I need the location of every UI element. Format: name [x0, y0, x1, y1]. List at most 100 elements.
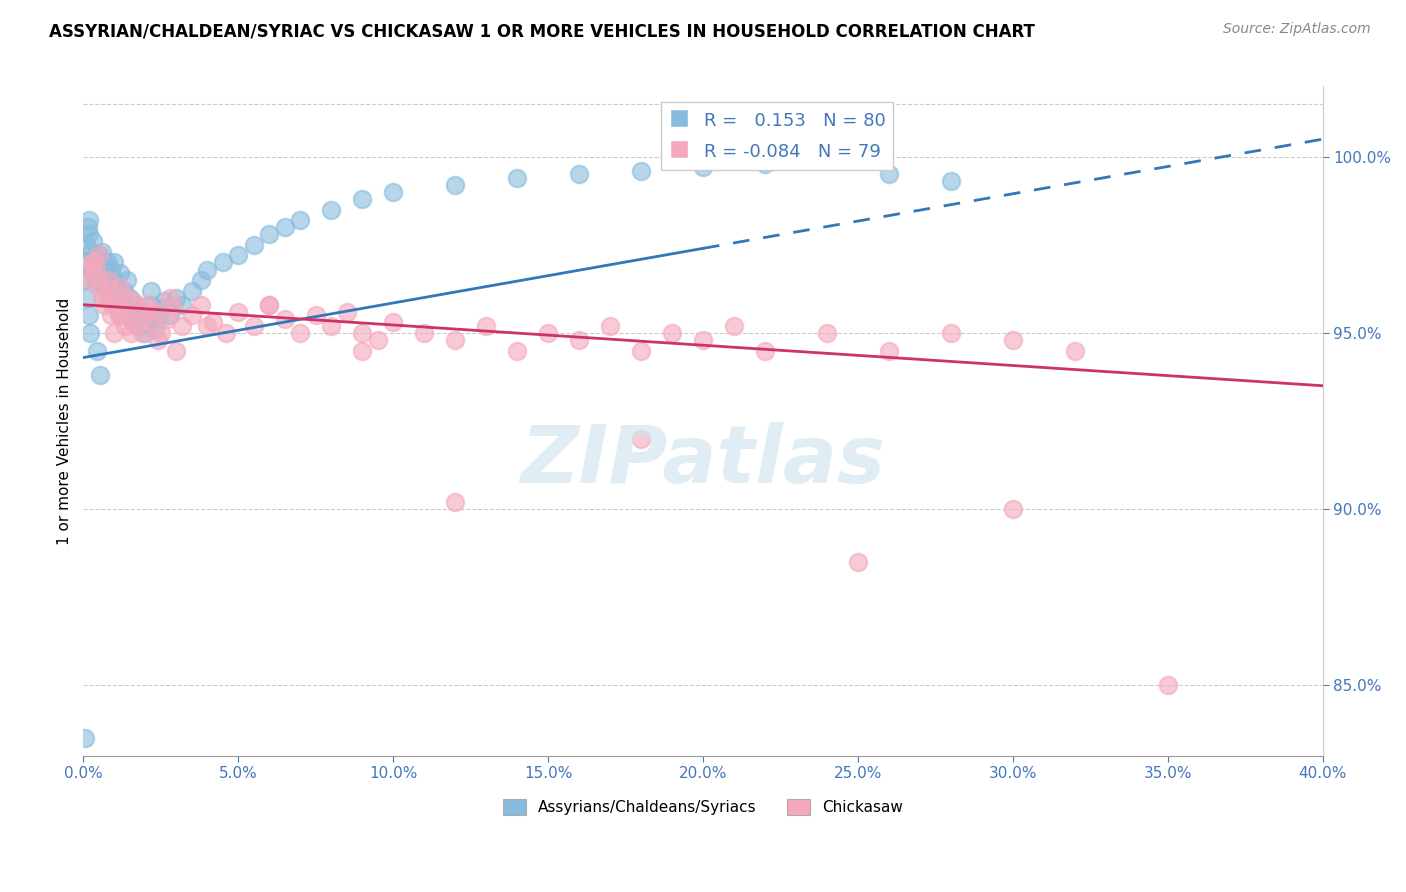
Point	[79, 213, 101, 227]
Point	[143, 305, 166, 319]
Point	[159, 291, 181, 305]
Point	[105, 280, 128, 294]
Point	[352, 343, 374, 358]
Point	[79, 273, 101, 287]
Point	[103, 255, 125, 269]
Point	[143, 322, 166, 336]
Point	[288, 326, 311, 340]
Point	[506, 343, 529, 358]
Text: Source: ZipAtlas.com: Source: ZipAtlas.com	[1223, 22, 1371, 37]
Point	[97, 273, 120, 287]
Point	[939, 174, 962, 188]
Point	[82, 235, 104, 249]
Point	[115, 291, 138, 305]
Point	[444, 333, 467, 347]
Point	[568, 333, 591, 347]
Point	[661, 326, 683, 340]
Point	[162, 301, 184, 316]
Point	[90, 259, 112, 273]
Point	[153, 294, 176, 309]
Point	[125, 318, 148, 333]
Point	[114, 318, 136, 333]
Point	[1063, 343, 1085, 358]
Point	[118, 301, 141, 316]
Point	[87, 248, 110, 262]
Point	[120, 326, 142, 340]
Point	[110, 308, 132, 322]
Point	[141, 284, 163, 298]
Point	[321, 318, 343, 333]
Point	[149, 326, 172, 340]
Point	[89, 273, 111, 287]
Point	[723, 318, 745, 333]
Point	[146, 311, 169, 326]
Point	[242, 318, 264, 333]
Point	[815, 326, 838, 340]
Point	[80, 244, 103, 259]
Point	[159, 308, 181, 322]
Point	[105, 298, 128, 312]
Point	[94, 298, 117, 312]
Point	[180, 308, 202, 322]
Text: ASSYRIAN/CHALDEAN/SYRIAC VS CHICKASAW 1 OR MORE VEHICLES IN HOUSEHOLD CORRELATIO: ASSYRIAN/CHALDEAN/SYRIAC VS CHICKASAW 1 …	[49, 22, 1035, 40]
Point	[82, 255, 104, 269]
Point	[754, 157, 776, 171]
Point	[103, 284, 125, 298]
Point	[87, 280, 110, 294]
Point	[87, 262, 110, 277]
Point	[108, 308, 131, 322]
Point	[83, 252, 105, 266]
Point	[226, 248, 249, 262]
Text: ZIPatlas: ZIPatlas	[520, 422, 886, 500]
Point	[257, 227, 280, 242]
Point	[202, 315, 225, 329]
Point	[336, 305, 359, 319]
Point	[165, 343, 187, 358]
Point	[413, 326, 436, 340]
Point	[630, 343, 652, 358]
Point	[475, 318, 498, 333]
Point	[190, 298, 212, 312]
Point	[1156, 678, 1178, 692]
Point	[877, 168, 900, 182]
Point	[211, 255, 233, 269]
Point	[79, 227, 101, 242]
Point	[939, 326, 962, 340]
Point	[305, 308, 328, 322]
Point	[121, 311, 143, 326]
Point	[877, 343, 900, 358]
Point	[90, 244, 112, 259]
Point	[195, 262, 218, 277]
Point	[118, 291, 141, 305]
Point	[73, 273, 96, 287]
Point	[84, 255, 107, 269]
Point	[101, 298, 124, 312]
Point	[75, 238, 97, 252]
Point	[537, 326, 560, 340]
Point	[110, 280, 132, 294]
Point	[100, 262, 122, 277]
Point	[630, 432, 652, 446]
Point	[134, 326, 156, 340]
Point	[87, 248, 110, 262]
Point	[76, 291, 98, 305]
Point	[98, 284, 121, 298]
Point	[134, 308, 156, 322]
Point	[382, 315, 405, 329]
Point	[352, 326, 374, 340]
Point	[630, 164, 652, 178]
Point	[288, 213, 311, 227]
Point	[273, 311, 295, 326]
Point	[125, 298, 148, 312]
Point	[115, 273, 138, 287]
Point	[77, 220, 100, 235]
Point	[96, 291, 118, 305]
Point	[94, 255, 117, 269]
Point	[257, 298, 280, 312]
Point	[382, 185, 405, 199]
Point	[165, 291, 187, 305]
Point	[172, 318, 194, 333]
Point	[754, 343, 776, 358]
Point	[444, 495, 467, 509]
Point	[146, 333, 169, 347]
